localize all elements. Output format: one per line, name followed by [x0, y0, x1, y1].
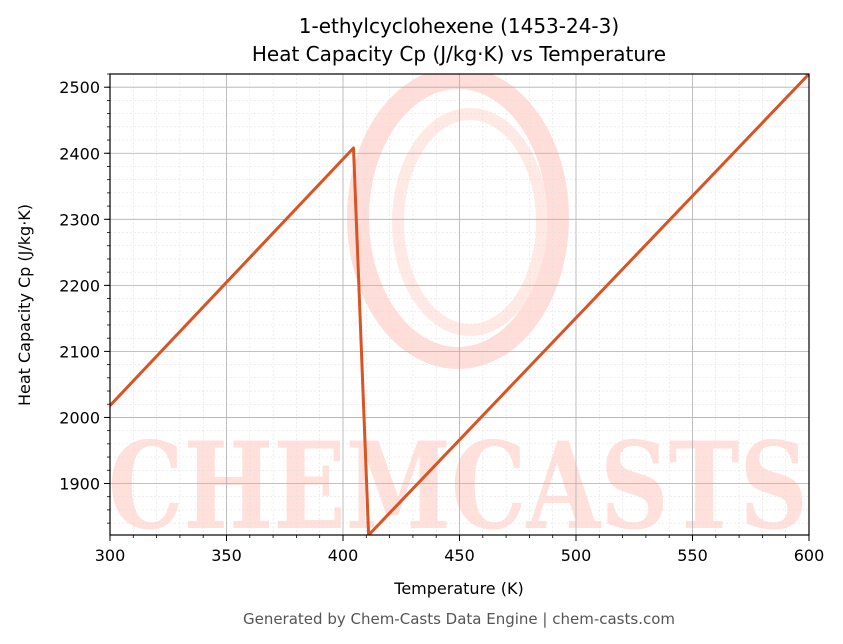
watermark-swirl-inner	[392, 108, 548, 336]
footer-credit: Generated by Chem-Casts Data Engine | ch…	[243, 610, 675, 628]
chart-title: 1-ethylcyclohexene (1453-24-3)	[299, 14, 619, 38]
watermark-swirl	[347, 74, 569, 369]
x-tick-label: 350	[211, 546, 242, 565]
watermark: CHEMCASTS	[108, 74, 808, 557]
x-axis-label: Temperature (K)	[393, 579, 523, 598]
y-tick-label: 2100	[59, 342, 100, 361]
x-tick-label: 300	[95, 546, 126, 565]
series-line-0	[110, 74, 809, 535]
x-tick-label: 400	[328, 546, 359, 565]
y-tick-label: 2400	[59, 144, 100, 163]
x-tick-label: 550	[677, 546, 708, 565]
y-tick-label: 1900	[59, 474, 100, 493]
series-layer	[110, 74, 809, 535]
y-axis-label: Heat Capacity Cp (J/kg·K)	[15, 204, 34, 406]
x-tick-label: 600	[794, 546, 825, 565]
x-tick-label: 500	[561, 546, 592, 565]
y-tick-label: 2500	[59, 78, 100, 97]
chart-subtitle: Heat Capacity Cp (J/kg·K) vs Temperature	[252, 42, 666, 66]
x-axis-ticks: 300 350 400 450 500 550 600	[95, 535, 825, 565]
y-tick-label: 2200	[59, 276, 100, 295]
x-tick-label: 450	[444, 546, 475, 565]
y-axis-ticks: 1900 2000 2100 2200 2300 2400 2500	[59, 73, 110, 524]
watermark-text: CHEMCASTS	[108, 416, 808, 557]
y-tick-label: 2300	[59, 210, 100, 229]
y-tick-label: 2000	[59, 408, 100, 427]
